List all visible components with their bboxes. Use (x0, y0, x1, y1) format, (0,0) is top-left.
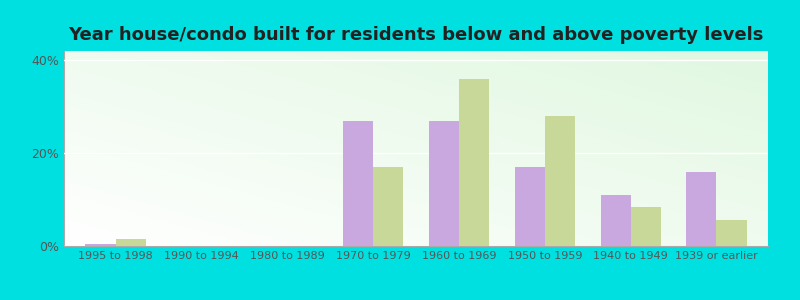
Bar (717, 220, 746, 246)
Bar (545, 116, 575, 246)
Bar (459, 79, 489, 246)
Bar (601, 195, 630, 246)
Bar (115, 239, 146, 246)
Bar (686, 172, 717, 246)
Bar (86, 244, 115, 246)
Bar (514, 167, 545, 246)
Bar (343, 121, 373, 246)
Title: Year house/condo built for residents below and above poverty levels: Year house/condo built for residents bel… (68, 26, 764, 44)
Bar (429, 121, 459, 246)
Bar (630, 206, 661, 246)
Bar (373, 167, 403, 246)
